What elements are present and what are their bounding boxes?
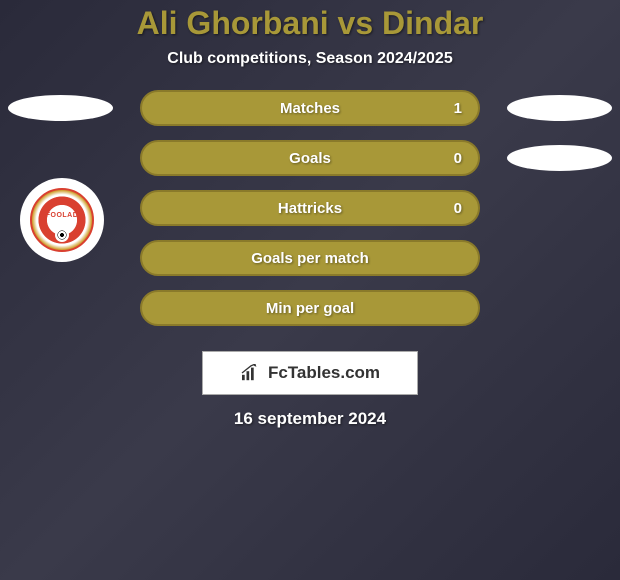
stat-label: Hattricks [278, 200, 342, 217]
branding-text: FcTables.com [268, 363, 380, 383]
player-right-marker [507, 145, 612, 171]
stat-row: Matches 1 [0, 88, 620, 128]
stat-value: 1 [454, 100, 462, 117]
stat-label: Goals [289, 150, 331, 167]
player-left-marker [8, 95, 113, 121]
club-badge-left: FOOLAD [20, 178, 104, 262]
stat-pill-goals: Goals 0 [140, 140, 480, 176]
stat-value: 0 [454, 150, 462, 167]
page-title: Ali Ghorbani vs Dindar [137, 5, 484, 42]
stat-pill-gpm: Goals per match [140, 240, 480, 276]
bar-chart-icon [240, 364, 262, 382]
stat-pill-mpg: Min per goal [140, 290, 480, 326]
date-label: 16 september 2024 [234, 409, 386, 429]
subtitle: Club competitions, Season 2024/2025 [167, 50, 452, 68]
stat-pill-hattricks: Hattricks 0 [140, 190, 480, 226]
stat-value: 0 [454, 200, 462, 217]
player-right-marker [507, 95, 612, 121]
badge-text: FOOLAD [46, 212, 79, 219]
soccer-ball-icon [55, 228, 69, 242]
stat-label: Matches [280, 100, 340, 117]
stat-label: Goals per match [251, 250, 369, 267]
stat-pill-matches: Matches 1 [140, 90, 480, 126]
comparison-card: Ali Ghorbani vs Dindar Club competitions… [0, 0, 620, 429]
stat-row: Min per goal [0, 288, 620, 328]
stat-label: Min per goal [266, 300, 354, 317]
stat-row: Goals 0 [0, 138, 620, 178]
branding-box: FcTables.com [202, 351, 418, 395]
badge-logo: FOOLAD [30, 188, 94, 252]
